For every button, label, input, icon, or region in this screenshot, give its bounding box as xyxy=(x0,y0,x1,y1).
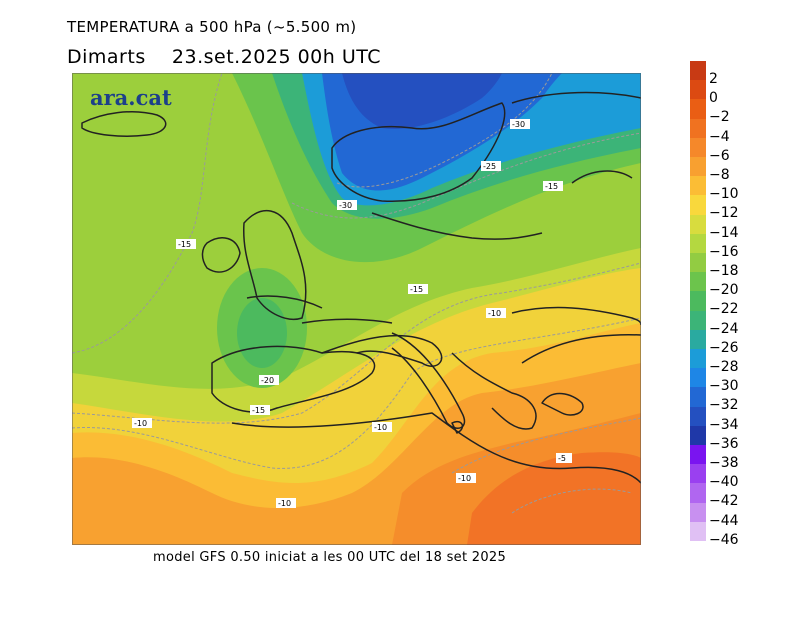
legend-label: −26 xyxy=(709,339,739,356)
map-title: TEMPERATURA a 500 hPa (~5.500 m) xyxy=(67,18,357,36)
contour-label: -10 xyxy=(132,418,152,428)
map-day: Dimarts xyxy=(67,46,146,68)
map-datetime: 23.set.2025 00h UTC xyxy=(171,46,382,68)
legend-swatch xyxy=(690,368,706,388)
svg-text:-30: -30 xyxy=(339,201,352,210)
svg-text:-5: -5 xyxy=(558,454,566,463)
svg-text:-10: -10 xyxy=(134,419,147,428)
legend-label: −14 xyxy=(709,224,739,241)
legend-label: −22 xyxy=(709,301,739,318)
legend-label: −16 xyxy=(709,243,739,260)
contour-label: -10 xyxy=(372,422,392,432)
contour-label: -30 xyxy=(337,200,357,210)
svg-text:-25: -25 xyxy=(483,162,496,171)
contour-label: -5 xyxy=(556,453,572,463)
legend-label: −44 xyxy=(709,512,739,529)
legend-swatch xyxy=(690,137,706,158)
legend-swatch xyxy=(690,214,706,235)
coastlines xyxy=(81,91,641,484)
legend-swatch xyxy=(690,99,706,120)
legend-label: −34 xyxy=(709,416,739,433)
legend-swatch xyxy=(690,387,706,408)
legend-swatch xyxy=(690,464,706,484)
legend-label: −38 xyxy=(709,455,739,471)
svg-text:-10: -10 xyxy=(458,474,471,483)
contour-label: -20 xyxy=(259,375,279,385)
legend-label: −2 xyxy=(709,109,730,126)
field-minus4 xyxy=(467,452,641,545)
legend-swatch xyxy=(690,349,706,369)
legend-label: 2 xyxy=(709,71,718,87)
legend-swatch xyxy=(690,445,706,465)
legend-swatch xyxy=(690,176,706,196)
legend-swatch xyxy=(690,80,706,100)
legend-swatch xyxy=(690,157,706,177)
contour-label: -15 xyxy=(176,239,196,249)
legend-swatch xyxy=(690,310,706,331)
legend-swatch xyxy=(690,483,706,504)
temperature-map: -30 -25 -30 -15 -15 -15 -10 -20 -15 -10 … xyxy=(72,73,641,545)
contour-label: -30 xyxy=(510,119,530,129)
contour-label: -15 xyxy=(543,181,563,191)
legend-swatch xyxy=(690,61,706,81)
map-date: Dimarts 23.set.2025 00h UTC xyxy=(67,46,381,68)
svg-text:-20: -20 xyxy=(261,376,274,385)
contour-label: -15 xyxy=(408,284,428,294)
contour-label: -10 xyxy=(486,308,506,318)
legend-label: −40 xyxy=(709,474,739,491)
svg-text:-15: -15 xyxy=(410,285,423,294)
legend-swatch xyxy=(690,195,706,216)
legend-label: −46 xyxy=(709,531,739,548)
model-caption: model GFS 0.50 iniciat a les 00 UTC del … xyxy=(153,550,507,565)
contour-labels: -30 -25 -30 -15 -15 -15 -10 -20 -15 -10 … xyxy=(132,119,572,508)
legend-swatch xyxy=(690,406,706,427)
legend-label: −36 xyxy=(709,435,739,452)
legend-swatch xyxy=(690,118,706,139)
isotherms xyxy=(72,73,641,514)
contour-label: -25 xyxy=(481,161,501,171)
legend-label: 0 xyxy=(709,90,718,107)
field-minus32 xyxy=(342,73,502,129)
legend-label: −28 xyxy=(709,359,739,375)
legend-swatch xyxy=(690,502,706,523)
legend-swatch xyxy=(690,253,706,273)
svg-text:-15: -15 xyxy=(545,182,558,191)
legend-label: −10 xyxy=(709,186,739,203)
svg-text:-10: -10 xyxy=(374,423,387,432)
legend-label: −8 xyxy=(709,167,730,183)
legend-swatch xyxy=(690,521,706,542)
legend-label: −20 xyxy=(709,282,739,299)
svg-text:-10: -10 xyxy=(278,499,291,508)
svg-text:-15: -15 xyxy=(178,240,191,249)
legend-label: −30 xyxy=(709,378,739,395)
legend-label: −18 xyxy=(709,263,739,279)
legend-swatch xyxy=(690,425,706,446)
legend-swatch xyxy=(690,233,706,254)
svg-text:-10: -10 xyxy=(488,309,501,318)
legend-swatch xyxy=(690,291,706,312)
legend-label: −24 xyxy=(709,320,739,337)
contour-label: -10 xyxy=(276,498,296,508)
svg-text:-15: -15 xyxy=(252,406,265,415)
legend-label: −6 xyxy=(709,147,730,164)
contour-label: -15 xyxy=(250,405,270,415)
legend-label: −32 xyxy=(709,397,739,414)
legend-swatch xyxy=(690,329,706,350)
brand-logo: ara.cat xyxy=(90,85,172,110)
contour-label: -10 xyxy=(456,473,476,483)
svg-text:-30: -30 xyxy=(512,120,525,129)
field-cold-pool-inner xyxy=(237,298,287,368)
legend-label: −42 xyxy=(709,493,739,510)
legend-swatch xyxy=(690,272,706,292)
legend-label: −4 xyxy=(709,128,730,145)
legend-label: −12 xyxy=(709,205,739,222)
